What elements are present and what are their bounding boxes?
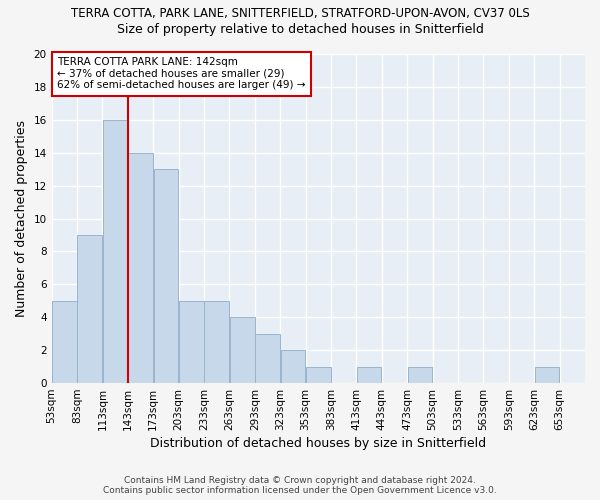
Bar xyxy=(407,366,432,383)
Y-axis label: Number of detached properties: Number of detached properties xyxy=(15,120,28,317)
Bar xyxy=(281,350,305,383)
Bar xyxy=(103,120,128,383)
Text: TERRA COTTA, PARK LANE, SNITTERFIELD, STRATFORD-UPON-AVON, CV37 0LS: TERRA COTTA, PARK LANE, SNITTERFIELD, ST… xyxy=(71,8,529,20)
Bar xyxy=(77,235,102,383)
Bar xyxy=(179,301,204,383)
X-axis label: Distribution of detached houses by size in Snitterfield: Distribution of detached houses by size … xyxy=(150,437,487,450)
Text: Contains HM Land Registry data © Crown copyright and database right 2024.
Contai: Contains HM Land Registry data © Crown c… xyxy=(103,476,497,495)
Bar xyxy=(357,366,382,383)
Text: Size of property relative to detached houses in Snitterfield: Size of property relative to detached ho… xyxy=(116,22,484,36)
Text: TERRA COTTA PARK LANE: 142sqm
← 37% of detached houses are smaller (29)
62% of s: TERRA COTTA PARK LANE: 142sqm ← 37% of d… xyxy=(57,58,305,90)
Bar xyxy=(154,169,178,383)
Bar xyxy=(230,318,254,383)
Bar xyxy=(306,366,331,383)
Bar xyxy=(535,366,559,383)
Bar xyxy=(255,334,280,383)
Bar xyxy=(52,301,77,383)
Bar xyxy=(205,301,229,383)
Bar xyxy=(128,152,153,383)
